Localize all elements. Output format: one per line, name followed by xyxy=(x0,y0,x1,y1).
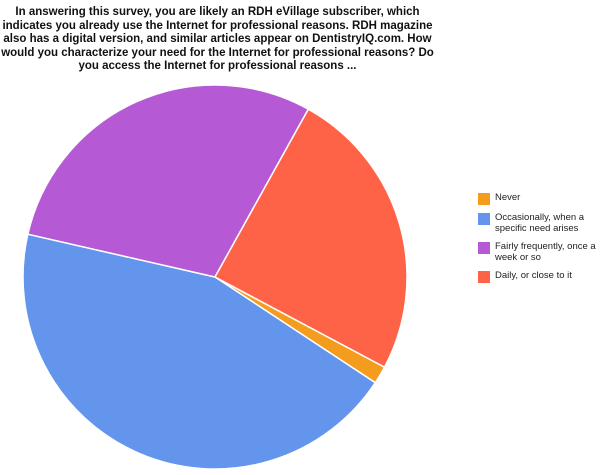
chart-title: In answering this survey, you are likely… xyxy=(1,6,434,72)
legend-item-1: Never xyxy=(478,192,600,205)
legend-item-4: Daily, or close to it xyxy=(478,270,600,283)
pie-slice-3 xyxy=(26,84,310,278)
legend-swatch xyxy=(478,271,490,283)
chart-legend: Never Occasionally, when a specific need … xyxy=(478,192,600,291)
legend-swatch xyxy=(478,213,490,225)
pie-chart xyxy=(22,84,408,470)
legend-item-3: Fairly frequently, once a week or so xyxy=(478,241,600,263)
pie-slice-2 xyxy=(22,233,377,470)
legend-label: Fairly frequently, once a week or so xyxy=(495,241,596,263)
legend-label: Never xyxy=(495,192,521,203)
legend-label: Occasionally, when a specific need arise… xyxy=(495,212,585,234)
legend-item-2: Occasionally, when a specific need arise… xyxy=(478,212,600,234)
legend-swatch xyxy=(478,193,490,205)
legend-swatch xyxy=(478,242,490,254)
legend-label: Daily, or close to it xyxy=(495,270,572,281)
pie-slice-4 xyxy=(213,108,408,369)
